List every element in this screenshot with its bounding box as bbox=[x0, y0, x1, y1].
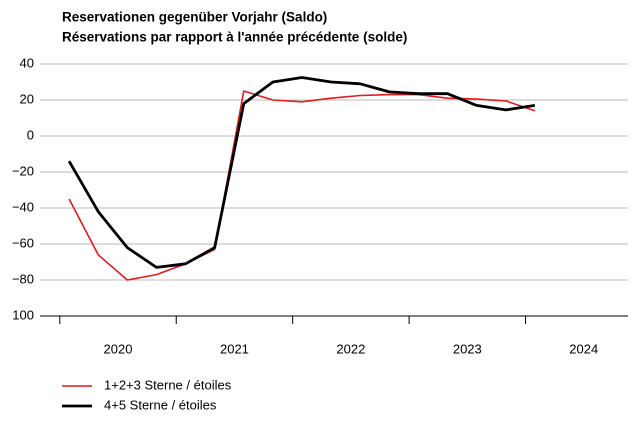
legend-label: 4+5 Sterne / étoiles bbox=[104, 397, 217, 412]
y-tick-label: −60 bbox=[12, 235, 34, 250]
x-tick-label: 2022 bbox=[336, 341, 365, 356]
y-tick-label: 20 bbox=[20, 91, 34, 106]
y-tick-label: 0 bbox=[27, 127, 34, 142]
y-tick-label: −40 bbox=[12, 199, 34, 214]
chart-subtitle: Réservations par rapport à l'année précé… bbox=[62, 30, 407, 45]
series-line bbox=[67, 76, 536, 269]
y-tick-label: −20 bbox=[12, 163, 34, 178]
series-line bbox=[68, 90, 536, 281]
x-tick-label: 2023 bbox=[453, 341, 482, 356]
legend-label: 1+2+3 Sterne / étoiles bbox=[104, 377, 232, 392]
x-tick-label: 2020 bbox=[104, 341, 133, 356]
chart-title: Reservationen gegenüber Vorjahr (Saldo) bbox=[62, 10, 327, 25]
y-tick-label: −80 bbox=[12, 271, 34, 286]
y-tick-label: 40 bbox=[20, 55, 34, 70]
x-tick-label: 2024 bbox=[569, 341, 598, 356]
x-tick-label: 2021 bbox=[220, 341, 249, 356]
y-tick-label: 100 bbox=[12, 307, 34, 322]
